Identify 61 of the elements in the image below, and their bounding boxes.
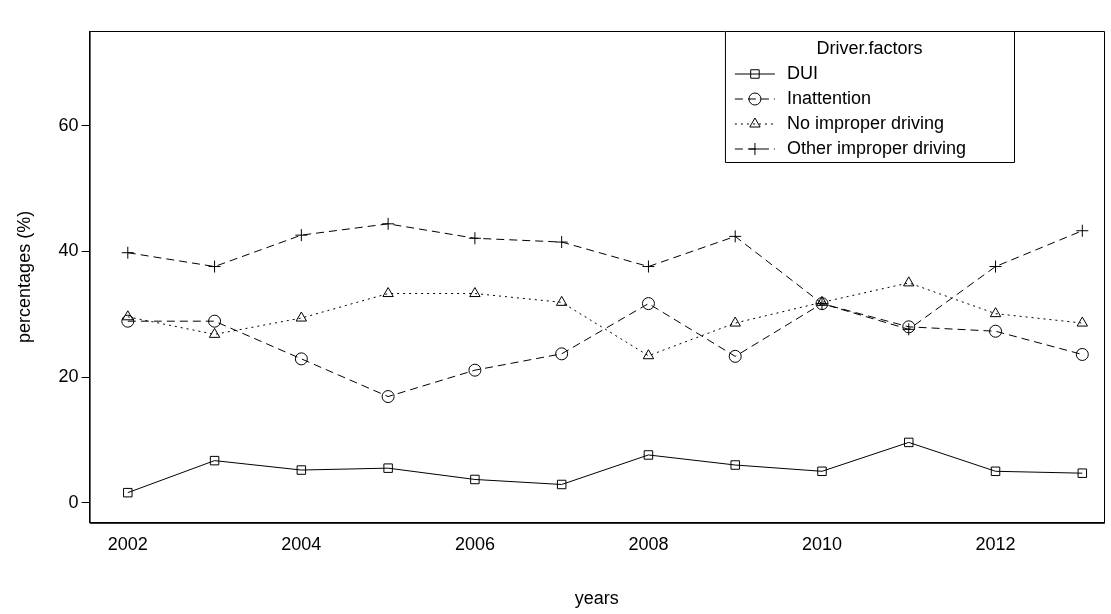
point [382,287,394,298]
point [904,437,914,448]
point [816,295,828,306]
legend-title: Driver.factors [816,37,923,58]
x-tick-label: 2004 [281,533,322,554]
point [208,327,221,338]
point [294,352,308,366]
point [121,246,135,260]
legend-label: Inattention [786,87,872,108]
point [383,463,393,473]
point [643,450,654,460]
point [1077,468,1088,478]
point [381,217,395,231]
y-tick-label: 20 [58,366,79,387]
y-tick-label: 0 [68,491,79,512]
point [989,260,1003,274]
point [728,229,742,243]
x-tick-label: 2010 [801,533,843,554]
point [730,460,740,470]
point [641,297,655,311]
x-tick-label: 2006 [454,533,495,554]
y-tick-label: 40 [58,240,79,261]
point [468,231,482,245]
legend-label: Other improper driving [786,137,967,158]
point [468,363,482,377]
x-tick-label: 2002 [107,533,148,554]
point [123,487,133,498]
point [294,228,308,242]
point [470,474,480,485]
legend-label: DUI [786,62,818,83]
point [1075,347,1089,361]
point [469,287,481,298]
point [296,465,307,475]
point [989,307,1002,318]
point [989,324,1003,338]
point [1076,316,1088,327]
point [555,295,568,306]
point [990,466,1001,477]
point [728,349,742,363]
x-axis-title: years [574,588,619,609]
x-tick-label: 2012 [975,533,1016,554]
point [208,314,222,328]
point [1075,224,1089,238]
y-axis-title: percentages (%) [13,210,34,343]
point [903,276,915,287]
point [122,310,134,321]
point [555,235,569,249]
y-tick-label: 60 [58,114,79,135]
point [642,349,655,360]
point [121,314,135,328]
point [209,455,220,466]
point [295,311,308,322]
point [641,260,655,274]
point [381,390,395,404]
point [729,316,741,327]
point [208,260,222,274]
point [556,479,567,490]
point [555,347,569,361]
legend-label: No improper driving [786,112,944,133]
x-tick-label: 2008 [628,533,669,554]
point [817,466,827,477]
